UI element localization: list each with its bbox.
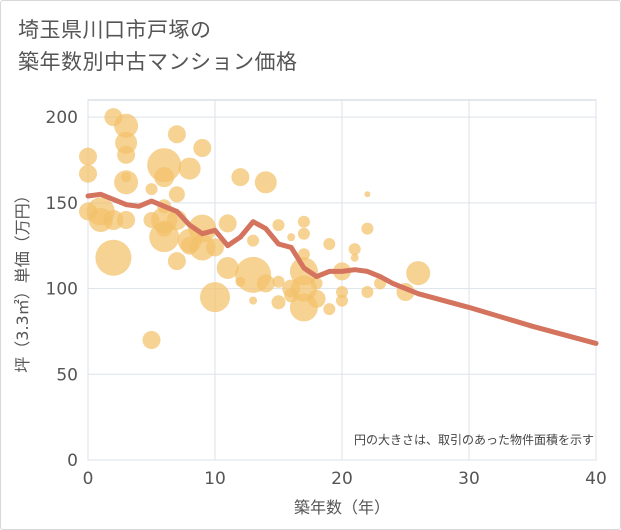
data-point [168, 186, 185, 203]
data-point [178, 157, 201, 180]
data-point [350, 253, 359, 262]
data-point [307, 289, 326, 308]
data-point [271, 295, 286, 310]
trend-line [85, 191, 599, 346]
title-line-2: 築年数別中古マンション価格 [18, 50, 298, 74]
data-point [231, 168, 250, 187]
data-point [272, 219, 285, 232]
data-point [167, 125, 186, 144]
bubble-size-note: 円の大きさは、取引のあった物件面積を示す [354, 432, 594, 447]
data-point [336, 294, 348, 307]
data-point [364, 191, 371, 198]
data-point [287, 233, 296, 242]
data-point [254, 171, 277, 194]
data-point [154, 167, 175, 188]
x-tick-label: 30 [458, 469, 480, 489]
data-point [297, 215, 310, 228]
data-point [216, 257, 239, 279]
data-point [188, 214, 217, 243]
data-point [114, 170, 139, 195]
data-point [361, 222, 374, 235]
data-point [117, 145, 136, 164]
data-point [167, 252, 186, 271]
data-point [218, 214, 237, 233]
data-point [361, 286, 374, 298]
x-tick-label: 0 [83, 469, 94, 489]
y-tick-label: 150 [46, 194, 78, 214]
x-tick-label: 40 [585, 469, 607, 489]
title-line-1: 埼玉県川口市戸塚の [18, 18, 212, 42]
data-point [114, 113, 139, 138]
data-point [336, 286, 348, 298]
data-point [121, 172, 132, 183]
data-point [79, 147, 97, 166]
y-tick-label: 0 [67, 451, 78, 471]
data-point [117, 211, 136, 229]
data-point [247, 234, 260, 247]
y-axis-label: 坪（3.3㎡）単価（万円） [13, 187, 32, 372]
bubble-layer [79, 108, 431, 349]
data-point [95, 239, 132, 276]
x-axis-label: 築年数（年） [294, 498, 390, 517]
gridlines [87, 100, 597, 461]
data-point [406, 261, 431, 286]
data-point [249, 296, 258, 305]
data-point [206, 238, 224, 257]
data-point [103, 210, 124, 230]
data-point [272, 275, 285, 288]
data-point [297, 227, 310, 240]
data-point [79, 164, 97, 183]
data-point [200, 282, 230, 313]
data-point [193, 139, 212, 157]
data-point [142, 331, 161, 349]
x-tick-labels: 0 10 20 30 40 [83, 469, 607, 489]
y-tick-label: 50 [56, 365, 78, 385]
data-point [323, 303, 336, 316]
chart-title: 埼玉県川口市戸塚の 築年数別中古マンション価格 [18, 14, 298, 78]
data-point [323, 238, 336, 250]
y-tick-label: 100 [46, 280, 78, 300]
data-point [348, 243, 361, 256]
data-point [297, 248, 310, 261]
x-tick-label: 20 [331, 469, 353, 489]
x-tick-label: 10 [204, 469, 226, 489]
data-point [145, 183, 158, 196]
data-point [310, 277, 323, 290]
y-tick-labels: 0 50 100 150 200 [46, 108, 78, 471]
data-point [256, 274, 275, 293]
y-tick-label: 200 [46, 108, 78, 128]
